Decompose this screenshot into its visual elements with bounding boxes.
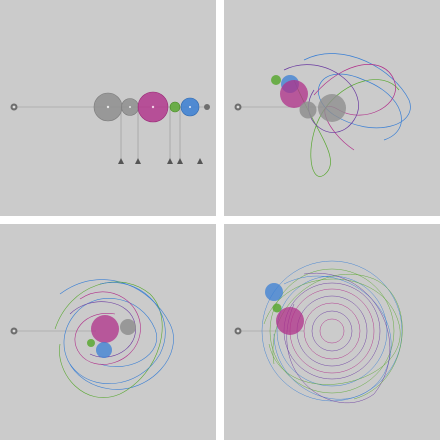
magenta-trajectory	[74, 291, 141, 365]
gray-sphere-small	[120, 319, 136, 335]
sphere-center	[129, 106, 131, 108]
dense-orbits-svg	[234, 260, 403, 404]
green-sphere	[169, 101, 181, 113]
green-sphere	[87, 339, 95, 347]
magenta-trajectory	[319, 318, 345, 344]
pivot-center	[12, 105, 16, 109]
sphere-center	[151, 105, 155, 109]
purple-trajectory	[286, 272, 391, 404]
magenta-sphere	[280, 80, 308, 108]
green-trajectory	[263, 278, 401, 385]
blue-trajectory	[69, 282, 166, 384]
trajectory-group	[54, 279, 174, 398]
panel-mid-orbits	[0, 224, 216, 440]
green-trajectory	[54, 281, 163, 398]
sphere-center	[189, 106, 191, 108]
mid-orbits-svg	[10, 279, 174, 398]
gray-sphere-large	[318, 94, 346, 122]
magenta-trajectory	[303, 302, 361, 360]
panel-initial	[0, 0, 216, 216]
panel-early-orbits	[224, 0, 440, 216]
blue-trajectory	[273, 275, 392, 400]
purple-trajectory	[311, 310, 353, 352]
green-sphere	[271, 75, 281, 85]
green-trajectory	[293, 79, 400, 177]
purple-trajectory	[296, 295, 368, 367]
blue-trajectory	[276, 275, 388, 387]
initial-chain-svg	[10, 91, 210, 164]
early-orbits-svg	[234, 53, 411, 177]
end-marker	[204, 104, 210, 110]
triangle-marker-icon	[197, 158, 203, 164]
pivot-center	[236, 105, 240, 109]
triangle-marker-icon	[135, 158, 141, 164]
pivot-center	[236, 329, 240, 333]
gray-sphere-small	[299, 101, 317, 119]
magenta-sphere	[276, 307, 304, 335]
sphere-center	[106, 105, 110, 109]
green-trajectory	[269, 268, 395, 394]
triangle-marker-icon	[177, 158, 183, 164]
triangle-marker-icon	[118, 158, 124, 164]
blue-trajectory	[261, 260, 403, 402]
blue-sphere	[96, 342, 112, 358]
green-sphere	[272, 303, 282, 313]
pivot-center	[12, 329, 16, 333]
magenta-sphere	[91, 315, 119, 343]
blue-sphere	[265, 283, 283, 301]
panel-dense-orbits	[224, 224, 440, 440]
triangle-marker-icon	[167, 158, 173, 164]
